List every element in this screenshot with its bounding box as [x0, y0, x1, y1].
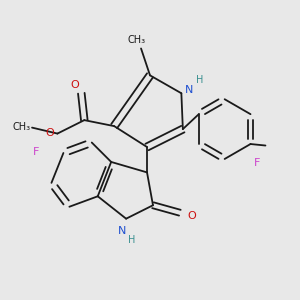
Text: H: H: [128, 235, 136, 244]
Text: N: N: [118, 226, 127, 236]
Text: O: O: [70, 80, 79, 90]
Text: CH₃: CH₃: [13, 122, 31, 132]
Text: O: O: [46, 128, 54, 138]
Text: F: F: [254, 158, 261, 168]
Text: O: O: [188, 211, 196, 221]
Text: CH₃: CH₃: [128, 34, 146, 44]
Text: N: N: [184, 85, 193, 95]
Text: F: F: [33, 147, 39, 158]
Text: H: H: [196, 75, 203, 85]
